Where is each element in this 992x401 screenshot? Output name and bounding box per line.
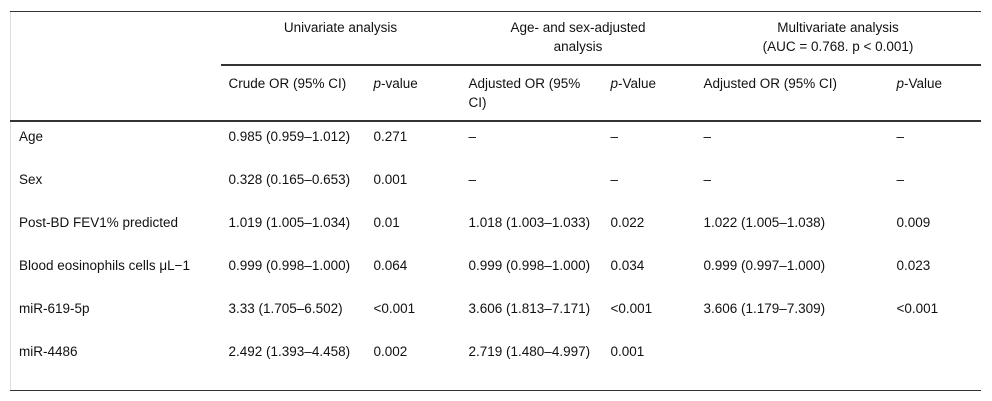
- table-cell: –: [896, 172, 905, 187]
- table-cell: 0.023: [896, 258, 931, 273]
- results-table: Univariate analysis Age- and sex-adjuste…: [10, 11, 981, 391]
- table-cell: 3.33 (1.705–6.502): [228, 301, 343, 316]
- row-label: miR-4486: [10, 337, 221, 391]
- empty-header: [10, 65, 221, 122]
- table-row: Post-BD FEV1% predicted 1.019 (1.005–1.03…: [11, 208, 981, 251]
- col-header: p-value: [365, 65, 461, 122]
- table-cell: 0.999 (0.998–1.000): [468, 258, 591, 273]
- table-cell: 0.009: [896, 215, 931, 230]
- table-cell: 3.606 (1.813–7.171): [468, 301, 591, 316]
- table-cell: 0.328 (0.165–0.653): [228, 172, 351, 187]
- table-cell: 0.034: [610, 258, 645, 273]
- table-cell: 0.985 (0.959–1.012): [228, 129, 351, 144]
- table-cell: –: [610, 129, 619, 144]
- col-header: Adjusted OR (95% CI): [695, 65, 889, 122]
- table-cell: 0.002: [365, 337, 461, 391]
- table-cell: –: [610, 172, 619, 187]
- table-cell: [695, 337, 889, 391]
- table-cell: 1.018 (1.003–1.033): [468, 215, 591, 230]
- table-cell: 0.001: [373, 172, 408, 187]
- table-cell: 1.022 (1.005–1.038): [703, 215, 826, 230]
- table-cell: 2.719 (1.480–4.997): [460, 337, 603, 391]
- row-label: miR-619-5p: [19, 301, 90, 316]
- table-cell: 0.001: [602, 337, 696, 391]
- table-row: Sex 0.328 (0.165–0.653) 0.001 – – – –: [11, 165, 981, 208]
- col-header: p-Value: [602, 65, 696, 122]
- table-cell: 0.271: [373, 129, 408, 144]
- table-cell: 0.999 (0.997–1.000): [703, 258, 826, 273]
- table-cell: [888, 337, 981, 391]
- group-header-adjusted: Age- and sex-adjusted analysis: [460, 11, 696, 66]
- table-row: miR-619-5p 3.33 (1.705–6.502) <0.001 3.606 …: [11, 294, 981, 337]
- col-header: Adjusted OR (95% CI): [460, 65, 603, 122]
- table-cell: –: [896, 129, 905, 144]
- table-cell: –: [703, 172, 712, 187]
- table-cell: 0.022: [610, 215, 645, 230]
- table-cell: 3.606 (1.179–7.309): [703, 301, 826, 316]
- row-label: Blood eosinophils cells μL−1: [19, 258, 191, 273]
- group-header-multivariate: Multivariate analysis (AUC = 0.768. p < 0…: [695, 11, 981, 66]
- corner-cell: [10, 11, 221, 65]
- table-row: Age 0.985 (0.959–1.012) 0.271 – – – –: [11, 121, 981, 165]
- table-cell: 0.999 (0.998–1.000): [228, 258, 351, 273]
- col-header: p-Value: [888, 65, 981, 122]
- table-cell: 1.019 (1.005–1.034): [228, 215, 351, 230]
- table-cell: 0.01: [373, 215, 400, 230]
- multivariate-auc: (AUC = 0.768. p < 0.001): [762, 39, 914, 54]
- table-cell: <0.001: [610, 301, 653, 316]
- table-row: miR-4486 2.492 (1.393–4.458) 0.002 2.719 (1…: [10, 337, 981, 391]
- table-cell: –: [468, 172, 477, 187]
- row-label: Post-BD FEV1% predicted: [19, 215, 179, 230]
- table-cell: <0.001: [373, 301, 416, 316]
- table-cell: 2.492 (1.393–4.458): [220, 337, 366, 391]
- row-label: Age: [19, 129, 44, 144]
- table-cell: 0.064: [373, 258, 408, 273]
- row-label: Sex: [19, 172, 43, 187]
- table-cell: –: [703, 129, 712, 144]
- col-header: Crude OR (95% CI): [220, 65, 366, 122]
- table-cell: <0.001: [896, 301, 939, 316]
- group-header-univariate: Univariate analysis: [220, 11, 461, 66]
- table-row: Blood eosinophils cells μL−1 0.999 (0.998…: [11, 251, 981, 294]
- table-cell: –: [468, 129, 477, 144]
